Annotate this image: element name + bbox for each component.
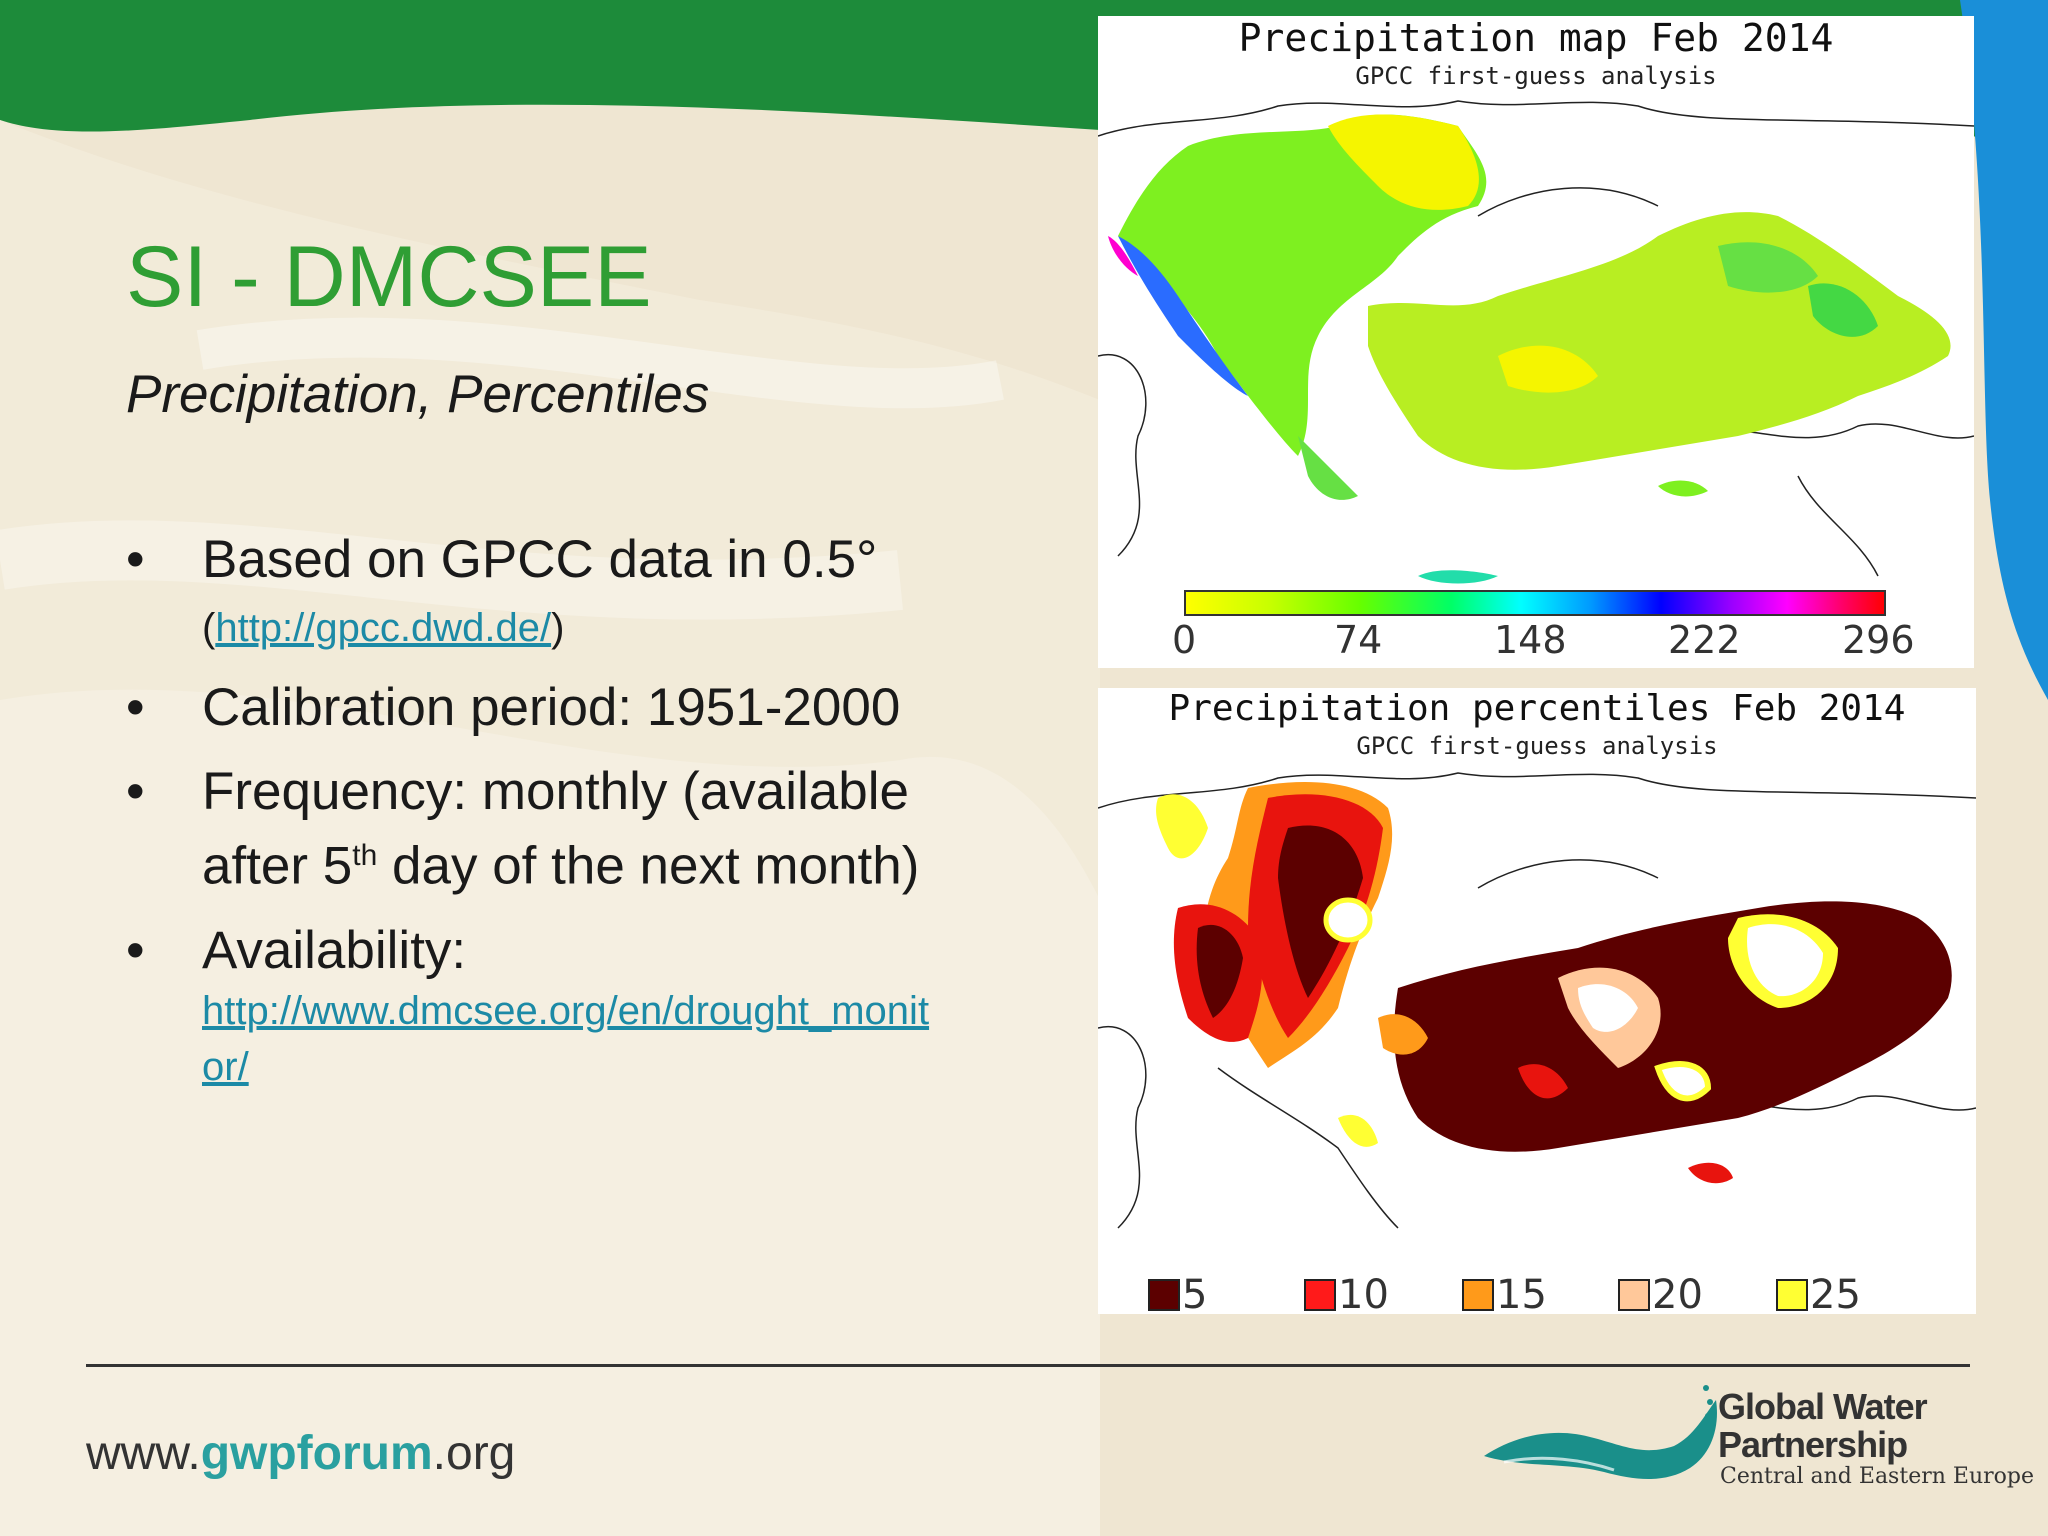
bullet-item-frequency: • Frequency: monthly (available after 5t… — [126, 760, 1066, 899]
legend-item-25: 25 — [1776, 1272, 1861, 1318]
scale-label-148: 148 — [1494, 618, 1567, 662]
scale-label-74: 74 — [1334, 618, 1383, 662]
www-brand: gwpforum — [200, 1427, 433, 1480]
legend-item-5: 5 — [1148, 1272, 1207, 1318]
precipitation-color-scale — [1184, 590, 1886, 616]
dmcsee-link-part1[interactable]: http://www.dmcsee.org/en/drought_monit — [202, 988, 930, 1033]
paren-open: ( — [202, 606, 216, 650]
www-prefix: www. — [86, 1427, 201, 1480]
legend-swatch — [1462, 1279, 1494, 1311]
gpcc-link-line: (http://gpcc.dwd.de/) — [202, 606, 564, 650]
paren-close: ) — [551, 606, 565, 650]
percentiles-map-subtitle: GPCC first-guess analysis — [1356, 732, 1718, 760]
bullet-item-calibration: • Calibration period: 1951-2000 — [126, 676, 1066, 740]
bullet-glyph: • — [126, 530, 145, 589]
bullet-text: Based on GPCC data in 0.5° — [202, 530, 878, 589]
legend-swatch — [1618, 1279, 1650, 1311]
percentiles-map-title: Precipitation percentiles Feb 2014 — [1168, 688, 1906, 729]
gwp-logo-line3: Central and Eastern Europe — [1720, 1464, 2034, 1489]
legend-item-10: 10 — [1304, 1272, 1389, 1318]
bullet-text-cont: after 5 — [202, 836, 353, 896]
gwp-logo-icon — [1484, 1385, 1717, 1479]
percentiles-map-image — [1098, 768, 1976, 1248]
bullet-text: Calibration period: 1951-2000 — [202, 678, 901, 737]
scale-label-222: 222 — [1668, 618, 1741, 662]
legend-item-15: 15 — [1462, 1272, 1547, 1318]
slide-subtitle: Precipitation, Percentiles — [126, 365, 710, 424]
precipitation-map-panel: Precipitation map Feb 2014 GPCC first-gu… — [1098, 16, 1974, 668]
bullet-glyph: • — [126, 762, 145, 821]
legend-label: 10 — [1338, 1272, 1389, 1318]
gpcc-link[interactable]: http://gpcc.dwd.de/ — [215, 606, 552, 650]
bullet-item-availability: • Availability: http://www.dmcsee.org/en… — [126, 919, 1066, 1095]
scale-label-296: 296 — [1842, 618, 1915, 662]
legend-label: 15 — [1496, 1272, 1547, 1318]
www-suffix: .org — [432, 1427, 516, 1480]
precipitation-map-title: Precipitation map Feb 2014 — [1238, 16, 1834, 60]
bullet-text-cont-2: day of the next month) — [377, 836, 920, 896]
bullet-list: • Based on GPCC data in 0.5° (http://gpc… — [126, 528, 1066, 1115]
gwp-logo-line1: Global Water — [1718, 1386, 1928, 1427]
dmcsee-link-part2[interactable]: or/ — [202, 1044, 249, 1089]
superscript-th: th — [352, 839, 378, 872]
bullet-text: Availability: — [202, 920, 467, 980]
bullet-glyph: • — [126, 920, 145, 980]
legend-label: 20 — [1652, 1272, 1703, 1318]
legend-label: 25 — [1810, 1272, 1861, 1318]
bullet-item-data-source: • Based on GPCC data in 0.5° (http://gpc… — [126, 528, 1066, 656]
footer-divider — [86, 1364, 1970, 1367]
precipitation-map-image — [1098, 96, 1974, 596]
website-url[interactable]: www.gwpforum.org — [86, 1426, 515, 1481]
bullet-glyph: • — [126, 678, 145, 737]
legend-label: 5 — [1182, 1272, 1208, 1318]
slide-title: SI - DMCSEE — [126, 229, 652, 325]
percentiles-map-panel: Precipitation percentiles Feb 2014 GPCC … — [1098, 688, 1976, 1318]
legend-item-20: 20 — [1618, 1272, 1703, 1318]
legend-swatch — [1304, 1279, 1336, 1311]
bullet-text: Frequency: monthly (available — [202, 762, 910, 821]
legend-swatch — [1776, 1279, 1808, 1311]
gwp-logo-line2: Partnership — [1718, 1424, 1908, 1465]
scale-label-0: 0 — [1172, 618, 1197, 662]
precipitation-map-subtitle: GPCC first-guess analysis — [1355, 62, 1717, 90]
legend-swatch — [1148, 1279, 1180, 1311]
